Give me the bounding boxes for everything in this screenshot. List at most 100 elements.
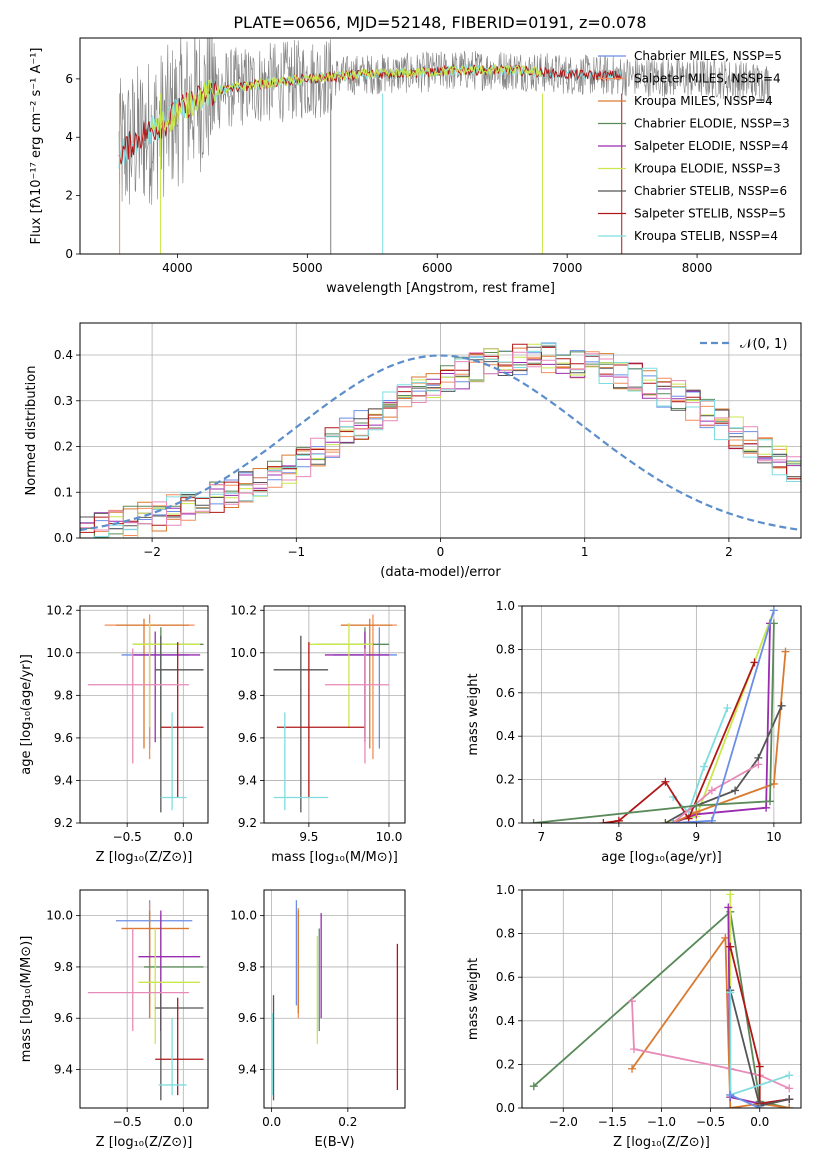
salpeter_stelib-histogram bbox=[80, 343, 801, 538]
x-axis-label: Z [log₁₀(Z/Z⊙)] bbox=[96, 850, 193, 865]
x-tick-label: 4000 bbox=[162, 261, 193, 275]
x-tick-label: 8000 bbox=[682, 261, 713, 275]
x-axis-label: wavelength [Angstrom, rest frame] bbox=[326, 281, 555, 296]
y-tick-label: 0.2 bbox=[496, 1057, 515, 1071]
age_weight-axes: 7 8 9 10 0.0 0.2 0.4 0.6 0.8 1.0 age [log₁₀(age/yr… bbox=[466, 599, 801, 865]
y-tick-label: 10.2 bbox=[46, 603, 73, 617]
z_weight-lines bbox=[529, 890, 794, 1108]
kroupa_stelib-point bbox=[723, 703, 732, 712]
y-tick-label: 9.4 bbox=[238, 1063, 257, 1077]
chabrier_elodie-point bbox=[769, 619, 778, 628]
legend-entry: Chabrier ELODIE, NSSP=3 bbox=[634, 117, 790, 131]
y-tick-label: 2 bbox=[65, 189, 73, 203]
pink-point bbox=[785, 1084, 794, 1093]
kroupa_miles-point bbox=[628, 1064, 637, 1073]
salpeter_elodie-point bbox=[724, 903, 733, 912]
x-tick-label: 0.0 bbox=[750, 1115, 769, 1129]
x-axis-label: age [log₁₀(age/yr)] bbox=[601, 850, 722, 865]
y-tick-label: 9.6 bbox=[238, 731, 257, 745]
chabrier_elodie-series-line bbox=[533, 623, 775, 823]
z_age-axes: −0.5 0.0 9.2 9.4 9.6 9.8 10.0 10.2 Z [log₁₀(Z/Z⊙… bbox=[19, 603, 208, 865]
z_mass-axes: −0.5 0.0 9.4 9.6 9.8 10.0 Z [log₁₀(Z/Z⊙)] mass … bbox=[19, 890, 208, 1150]
y-tick-label: 0 bbox=[65, 247, 73, 261]
legend-entry: Salpeter ELODIE, NSSP=4 bbox=[634, 139, 789, 153]
x-tick-label: 0.0 bbox=[174, 830, 193, 844]
z_mass-errorbars bbox=[87, 900, 204, 1101]
y-tick-label: 9.2 bbox=[238, 816, 257, 830]
chabrier_miles-point bbox=[769, 606, 778, 615]
y-tick-label: 9.6 bbox=[54, 731, 73, 745]
x-tick-label: 1 bbox=[581, 545, 589, 559]
kroupa_elodie-series-line bbox=[665, 609, 775, 823]
x-tick-label: 2 bbox=[725, 545, 733, 559]
salpeter_stelib-point bbox=[750, 658, 759, 667]
kroupa_miles-series-line bbox=[631, 935, 790, 1108]
kroupa_miles-series-line bbox=[672, 651, 787, 823]
plot-frame bbox=[79, 37, 802, 255]
y-tick-label: 0.6 bbox=[496, 970, 515, 984]
chabrier_elodie-point bbox=[529, 819, 538, 823]
spectrum-axes: 4000 5000 6000 7000 8000 0 2 4 6 wavelength [Angs… bbox=[29, 48, 712, 297]
y-tick-label: 0.4 bbox=[54, 348, 73, 362]
y-tick-label: 6 bbox=[65, 72, 73, 86]
chabrier_miles-point bbox=[707, 816, 716, 823]
y-axis-label: Flux [fλ10⁻¹⁷ erg cm⁻² s⁻¹ A⁻¹] bbox=[29, 48, 44, 245]
y-tick-label: 10.0 bbox=[230, 646, 257, 660]
x-tick-label: 9 bbox=[693, 830, 701, 844]
y-tick-label: 9.6 bbox=[54, 1011, 73, 1025]
plot-frame bbox=[263, 605, 406, 824]
x-tick-label: −0.5 bbox=[113, 830, 142, 844]
chabrier_stelib-histogram bbox=[80, 345, 801, 538]
x-tick-label: −0.5 bbox=[696, 1115, 725, 1129]
x-axis-label: E(B-V) bbox=[314, 1135, 354, 1150]
y-tick-label: 0.4 bbox=[496, 1014, 515, 1028]
legend-entry: Kroupa MILES, NSSP=4 bbox=[634, 94, 773, 108]
y-tick-label: 10.0 bbox=[46, 909, 73, 923]
kroupa_stelib-point bbox=[785, 1071, 794, 1080]
legend-entry: Kroupa STELIB, NSSP=4 bbox=[634, 229, 778, 243]
x-tick-label: 0 bbox=[437, 545, 445, 559]
residuals-axes: −2 −1 0 1 2 0.0 0.1 0.2 0.3 0.4 (data-model)/error… bbox=[24, 323, 801, 580]
x-tick-label: 7 bbox=[538, 830, 546, 844]
chabrier_miles-series-line bbox=[729, 1094, 761, 1108]
legend-entry: Chabrier STELIB, NSSP=6 bbox=[634, 184, 787, 198]
kroupa_stelib-series-line bbox=[672, 707, 729, 814]
y-tick-label: 9.4 bbox=[54, 773, 73, 787]
y-tick-label: 9.4 bbox=[238, 773, 257, 787]
x-axis-label: Z [log₁₀(Z/Z⊙)] bbox=[613, 1135, 710, 1150]
y-tick-label: 0.4 bbox=[496, 729, 515, 743]
pink-point bbox=[707, 786, 716, 795]
kroupa_miles-point bbox=[781, 647, 790, 656]
x-tick-label: 0.0 bbox=[174, 1115, 193, 1129]
kroupa_stelib-point bbox=[700, 762, 709, 771]
y-tick-label: 9.8 bbox=[238, 960, 257, 974]
kroupa_miles-point bbox=[726, 1104, 735, 1108]
x-axis-label: Z [log₁₀(Z/Z⊙)] bbox=[96, 1135, 193, 1150]
y-axis-label: mass weight bbox=[466, 673, 481, 755]
chabrier_miles-point bbox=[755, 1104, 764, 1108]
y-tick-label: 10.0 bbox=[46, 646, 73, 660]
y-tick-label: 1.0 bbox=[496, 599, 515, 613]
legend-entry: Salpeter STELIB, NSSP=5 bbox=[634, 207, 786, 221]
mass_age-errorbars bbox=[273, 614, 397, 813]
y-axis-label: mass [log₁₀(M/M⊙)] bbox=[19, 936, 34, 1063]
plot-frame bbox=[79, 322, 802, 539]
salpeter_elodie-point bbox=[762, 803, 771, 812]
y-tick-label: 9.8 bbox=[238, 688, 257, 702]
kroupa_elodie-model-line bbox=[151, 64, 543, 133]
histogram-group bbox=[80, 342, 801, 538]
y-tick-label: 0.0 bbox=[54, 531, 73, 545]
salpeter_stelib-point bbox=[614, 816, 623, 823]
x-tick-label: 0.0 bbox=[262, 1115, 281, 1129]
y-tick-label: 0.6 bbox=[496, 686, 515, 700]
chabrier_stelib-point bbox=[731, 786, 740, 795]
chabrier_miles-point bbox=[726, 1090, 735, 1099]
pink-point bbox=[629, 1045, 638, 1054]
plot-frame bbox=[79, 605, 209, 824]
x-tick-label: 0.2 bbox=[338, 1115, 357, 1129]
x-tick-label: −1 bbox=[287, 545, 305, 559]
y-tick-label: 0.3 bbox=[54, 394, 73, 408]
y-tick-label: 0.8 bbox=[496, 927, 515, 941]
x-axis-label: (data-model)/error bbox=[380, 565, 501, 580]
legend-entry: Salpeter MILES, NSSP=4 bbox=[634, 72, 781, 86]
